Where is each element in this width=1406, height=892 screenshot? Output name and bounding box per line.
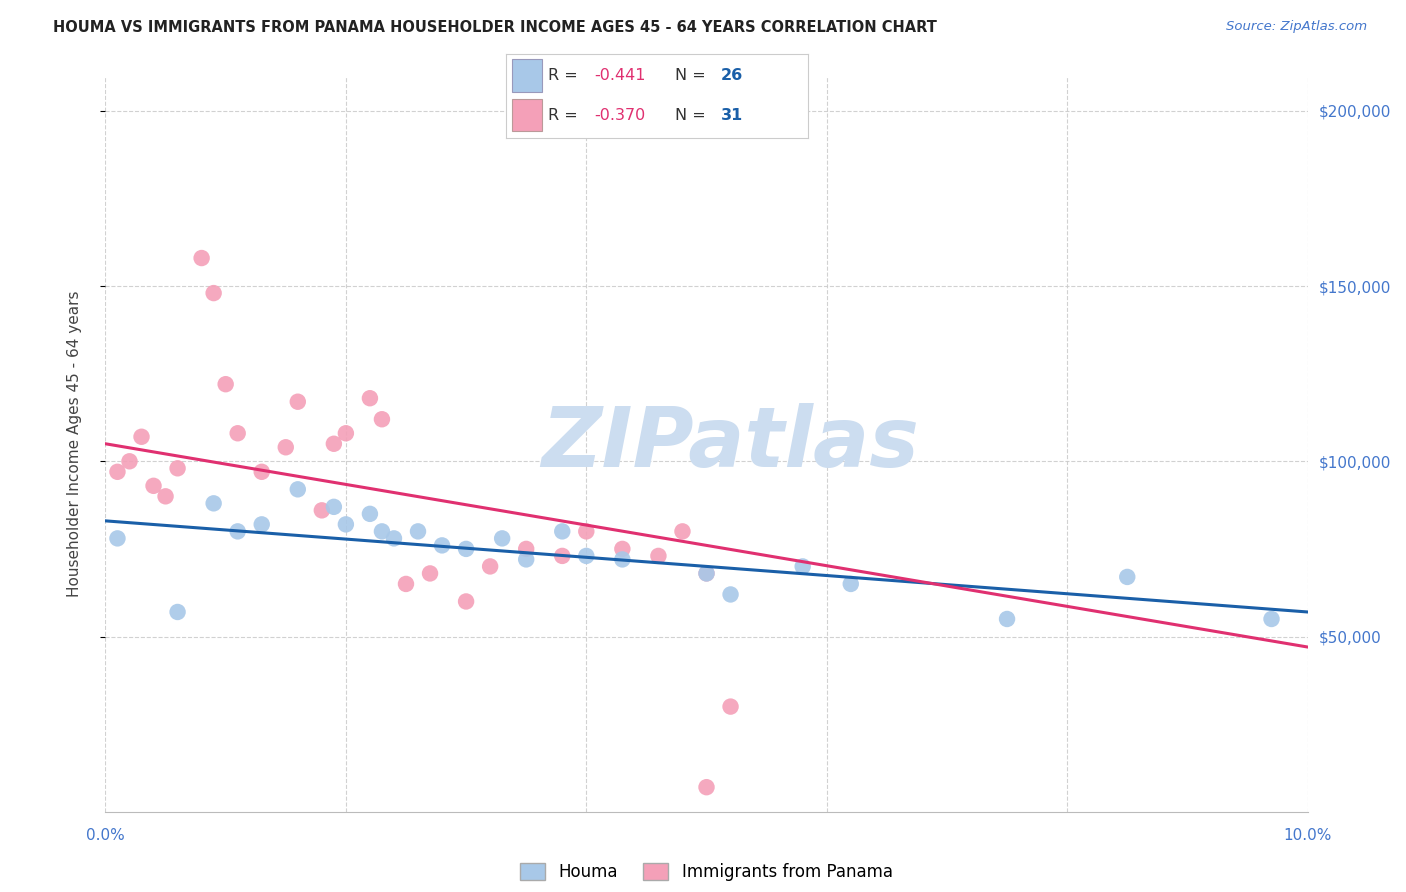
Point [575,549,598,563]
Point [720,699,742,714]
Point [696,566,718,581]
Point [1260,612,1282,626]
Point [142,479,165,493]
Point [118,454,141,468]
Point [454,594,477,608]
Point [995,612,1018,626]
Point [226,426,249,441]
Point [491,532,513,546]
Point [226,524,249,539]
Legend: Houma, Immigrants from Panama: Houma, Immigrants from Panama [513,856,900,888]
Text: N =: N = [675,108,711,123]
Y-axis label: Householder Income Ages 45 - 64 years: Householder Income Ages 45 - 64 years [67,291,82,597]
Point [430,538,453,552]
Point [131,430,153,444]
Point [551,524,574,539]
Text: Source: ZipAtlas.com: Source: ZipAtlas.com [1226,20,1367,33]
Point [202,496,225,510]
Text: R =: R = [548,108,583,123]
Point [274,440,297,454]
Point [287,394,309,409]
Point [359,507,381,521]
Point [720,587,742,601]
Point [406,524,429,539]
Bar [512,99,543,131]
Point [335,517,357,532]
Point [479,559,502,574]
Point [671,524,693,539]
Point [792,559,814,574]
Point [371,524,394,539]
Point [1116,570,1139,584]
Text: HOUMA VS IMMIGRANTS FROM PANAMA HOUSEHOLDER INCOME AGES 45 - 64 YEARS CORRELATIO: HOUMA VS IMMIGRANTS FROM PANAMA HOUSEHOL… [53,20,938,35]
Text: ZIPatlas: ZIPatlas [541,403,920,484]
Point [107,532,129,546]
Point [202,286,225,301]
Point [322,500,344,514]
Point [287,483,309,497]
Text: -0.441: -0.441 [593,68,645,83]
Point [696,566,718,581]
Point [359,391,381,405]
Point [371,412,394,426]
Point [612,552,634,566]
Point [575,524,598,539]
Point [335,426,357,441]
Point [382,532,405,546]
Point [166,461,188,475]
Text: -0.370: -0.370 [593,108,645,123]
Text: N =: N = [675,68,711,83]
Point [322,437,344,451]
Text: 31: 31 [721,108,742,123]
Point [696,780,718,794]
Point [515,541,537,556]
Point [839,577,862,591]
Point [250,517,273,532]
Bar [512,60,543,92]
Point [166,605,188,619]
Point [190,251,212,265]
Text: R =: R = [548,68,583,83]
Point [612,541,634,556]
Text: 26: 26 [721,68,742,83]
Point [214,377,236,392]
Point [454,541,477,556]
Point [551,549,574,563]
Point [311,503,333,517]
Point [107,465,129,479]
Point [515,552,537,566]
Point [395,577,418,591]
Point [155,489,177,503]
Point [250,465,273,479]
Point [647,549,669,563]
Point [419,566,441,581]
